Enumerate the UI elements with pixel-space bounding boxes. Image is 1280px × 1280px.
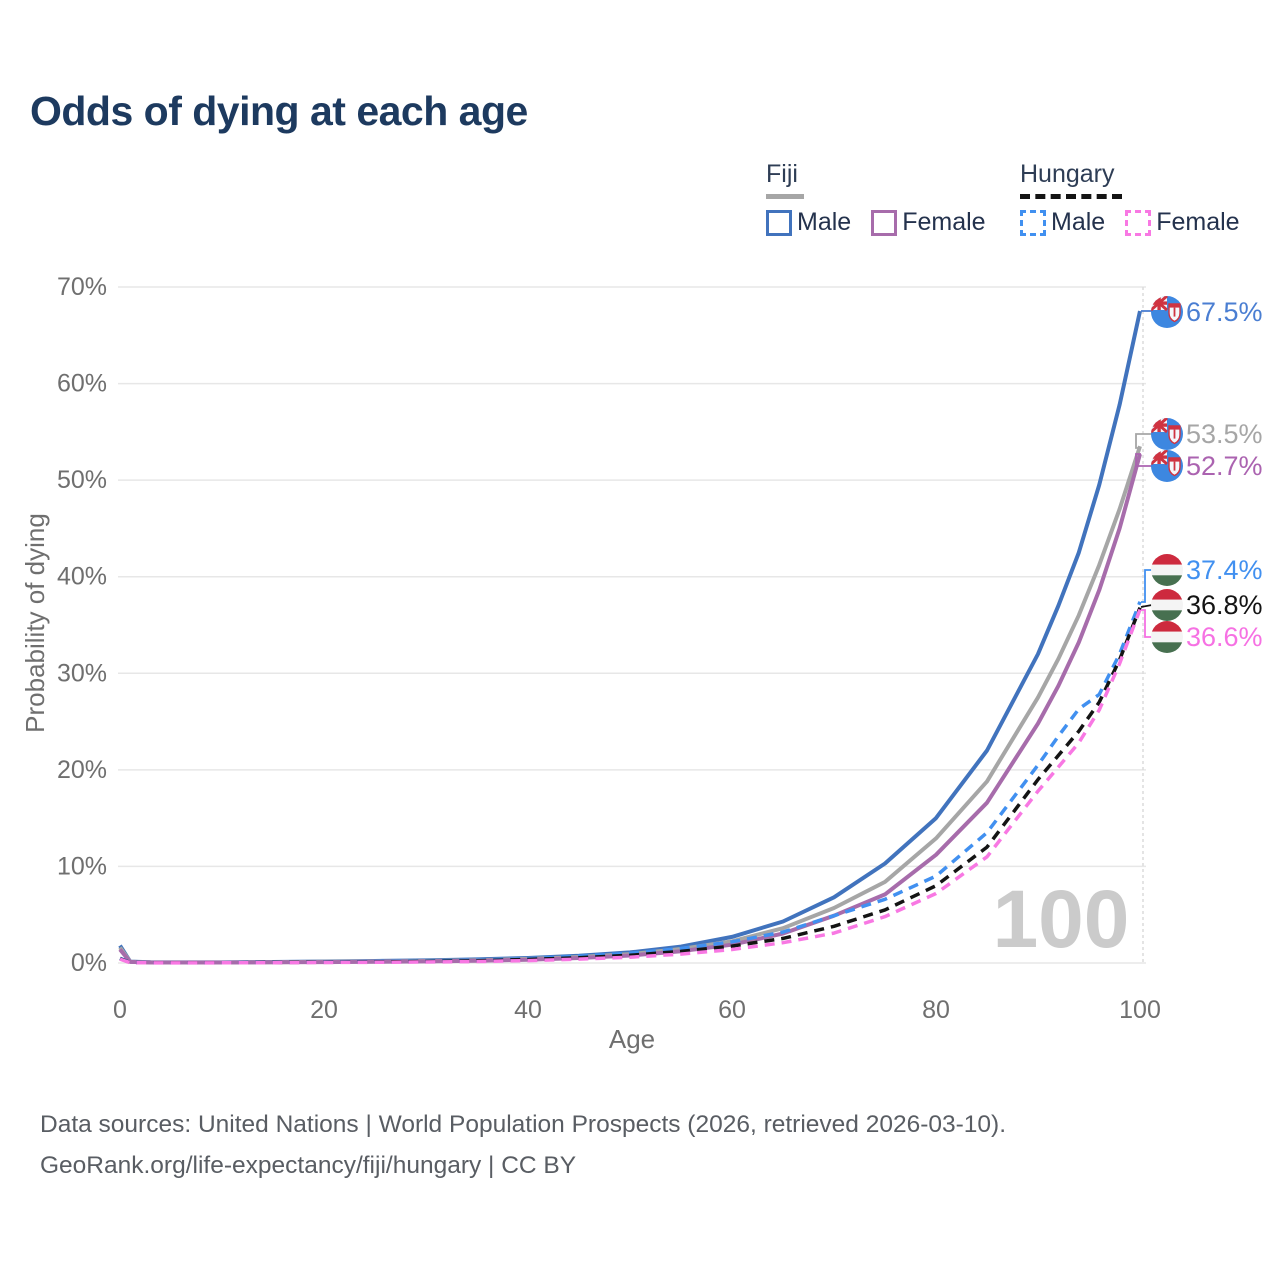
x-axis-title: Age (609, 1024, 655, 1054)
legend-header-hungary[interactable]: Hungary (1020, 160, 1115, 188)
legend-label-hungary-male: Male (1051, 208, 1106, 236)
end-label-fiji-male: 67.5% (1151, 296, 1263, 328)
chart-title: Odds of dying at each age (30, 88, 528, 134)
hungary-male-swatch-icon (1020, 209, 1046, 236)
end-label-value: 67.5% (1186, 297, 1263, 327)
hover-age-watermark: 100 (993, 874, 1130, 965)
x-tick-label: 40 (514, 996, 542, 1024)
end-label-connector (1135, 453, 1152, 467)
series-line-fiji-both-sexes[interactable] (118, 445, 1142, 965)
series-layer (118, 310, 1142, 965)
end-label-connector (1135, 433, 1152, 449)
fiji-flag-icon (1151, 296, 1183, 328)
hungary-flag-icon (1151, 621, 1183, 653)
legend-label-hungary-female: Female (1156, 208, 1240, 236)
legend-group-fiji: Fiji Male Female (766, 160, 986, 237)
legend-item-hungary-female[interactable]: Female (1125, 208, 1240, 237)
end-label-hungary-female: 36.6% (1151, 621, 1263, 653)
end-label-hungary-both-sexes: 36.8% (1151, 589, 1263, 621)
y-tick-label: 30% (57, 659, 107, 687)
legend-header-fiji[interactable]: Fiji (766, 160, 798, 188)
y-tick-label: 0% (71, 949, 107, 977)
end-label-fiji-female: 52.7% (1151, 450, 1263, 482)
data-source-note: Data sources: United Nations | World Pop… (40, 1104, 1006, 1186)
x-tick-label: 100 (1119, 996, 1161, 1024)
x-tick-label: 60 (718, 996, 746, 1024)
data-source-line1: Data sources: United Nations | World Pop… (40, 1111, 1007, 1138)
legend-item-hungary-male[interactable]: Male (1020, 208, 1105, 237)
x-tick-label: 0 (113, 996, 127, 1024)
end-label-fiji-both-sexes: 53.5% (1151, 418, 1263, 450)
legend-group-hungary: Hungary Male Female (1020, 160, 1240, 237)
fiji-flag-icon (1151, 418, 1183, 450)
end-label-value: 52.7% (1186, 451, 1263, 481)
fiji-male-swatch-icon (766, 209, 792, 236)
x-tick-label: 20 (310, 996, 338, 1024)
legend-item-fiji-male[interactable]: Male (766, 208, 851, 237)
legend-underline-hungary-dashed (1020, 194, 1122, 199)
hungary-flag-icon (1151, 554, 1183, 586)
end-label-layer: 67.5% 53.5%52.7% 37.4% 36.8%36.6% (1135, 296, 1263, 653)
end-label-value: 36.6% (1186, 622, 1263, 652)
hungary-female-swatch-icon (1125, 209, 1152, 236)
end-label-value: 37.4% (1186, 555, 1263, 585)
y-tick-label: 40% (57, 563, 107, 591)
end-label-hungary-male: 37.4% (1151, 554, 1263, 586)
x-tick-label: 80 (922, 996, 950, 1024)
y-tick-label: 50% (57, 466, 107, 494)
data-source-line2: GeoRank.org/life-expectancy/fiji/hungary… (40, 1152, 577, 1180)
end-label-connector (1140, 604, 1153, 608)
grid-layer: 0% 10% 20% 30% 40% 50% 60% 70% 0 20 40 60 80 100 (57, 273, 1161, 1024)
fiji-flag-icon (1151, 450, 1183, 482)
legend-label-fiji-female: Female (902, 208, 986, 236)
series-line-hungary-both-sexes[interactable] (119, 606, 1142, 965)
y-axis-title: Probability of dying (20, 513, 50, 733)
series-line-fiji-male[interactable] (118, 310, 1142, 965)
end-label-connector (1141, 569, 1152, 603)
series-line-fiji-female[interactable] (118, 453, 1142, 965)
y-tick-label: 60% (57, 370, 107, 398)
series-line-hungary-female[interactable] (119, 608, 1142, 965)
hungary-flag-icon (1151, 589, 1183, 621)
y-tick-label: 70% (57, 273, 107, 301)
y-tick-label: 10% (57, 852, 107, 880)
legend: Fiji Male Female Hungary Male (0, 0, 1280, 250)
legend-label-fiji-male: Male (797, 208, 852, 236)
y-tick-label: 20% (57, 756, 107, 784)
end-label-value: 53.5% (1186, 419, 1263, 449)
end-label-connector (1141, 609, 1152, 638)
legend-item-fiji-female[interactable]: Female (871, 208, 986, 237)
fiji-female-swatch-icon (871, 209, 898, 236)
legend-underline-fiji-solid (766, 194, 804, 199)
end-label-value: 36.8% (1186, 590, 1263, 620)
